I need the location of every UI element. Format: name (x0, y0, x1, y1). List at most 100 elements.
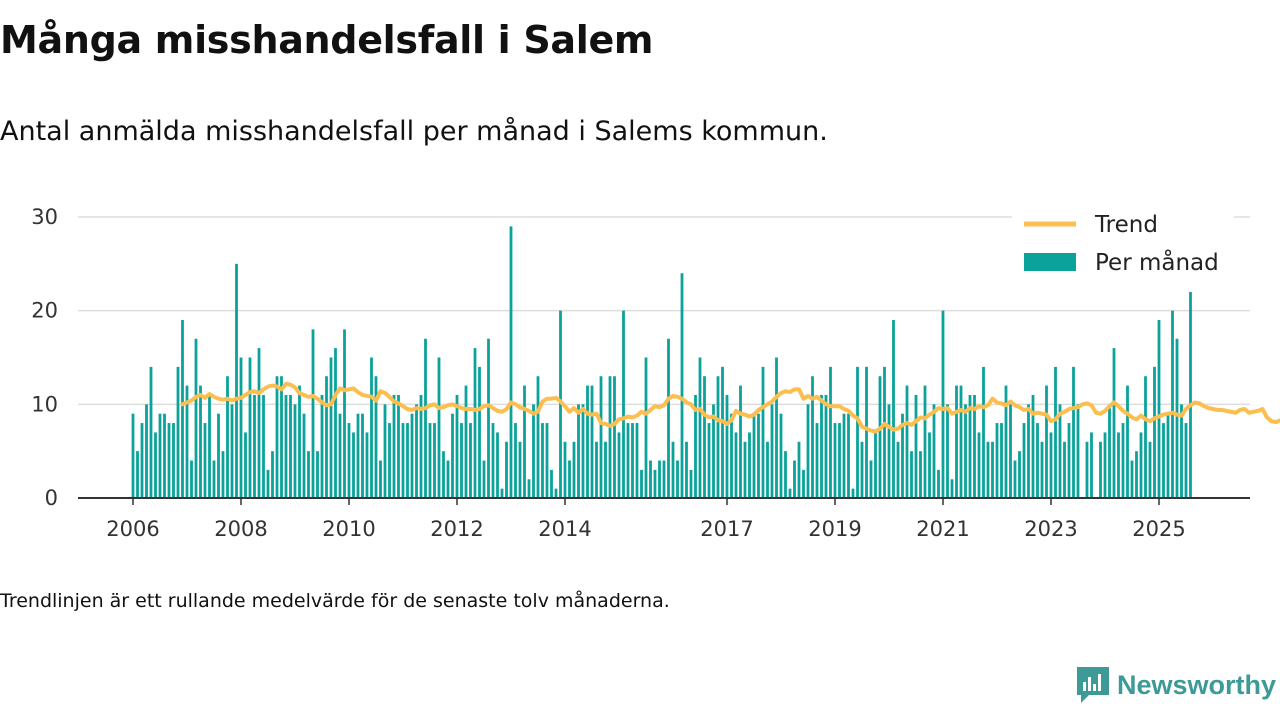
y-tick-label: 30 (31, 205, 58, 229)
bar (433, 423, 436, 498)
bar (212, 460, 216, 498)
bar (1180, 404, 1183, 498)
bar (991, 441, 994, 498)
bar (185, 385, 189, 498)
bar (370, 357, 373, 498)
bar (226, 376, 229, 498)
chart-title: Många misshandelsfall i Salem (0, 18, 654, 62)
bar (869, 460, 873, 498)
bar (428, 423, 432, 498)
bar (1099, 441, 1102, 498)
trend-line (180, 381, 1280, 434)
bar (581, 404, 585, 498)
bar (1000, 423, 1003, 498)
bar (802, 469, 805, 498)
bar (230, 404, 234, 498)
bar (271, 451, 274, 498)
bar (856, 366, 859, 498)
bar (338, 413, 342, 498)
bar (1135, 451, 1138, 498)
bar (572, 441, 576, 498)
bar (739, 385, 742, 498)
bar (973, 394, 976, 498)
bar (221, 451, 225, 498)
bar (1175, 338, 1179, 498)
bar (806, 404, 810, 498)
bar (1189, 291, 1192, 498)
bar (734, 432, 738, 498)
bar (523, 385, 526, 498)
bar (554, 488, 558, 498)
bar (770, 404, 774, 498)
bar (298, 385, 301, 498)
bar (473, 348, 477, 498)
bar (865, 366, 868, 498)
bar (964, 404, 967, 498)
x-tick-label: 2014 (538, 517, 591, 541)
bar (815, 423, 819, 498)
bar (649, 460, 652, 498)
bar (1072, 366, 1075, 498)
y-axis: 0 10 20 30 (31, 205, 58, 510)
bar (1004, 385, 1008, 498)
bar (982, 366, 985, 498)
bar (374, 376, 378, 498)
bar (631, 423, 634, 498)
bar (293, 404, 297, 498)
x-tick-label: 2008 (214, 517, 267, 541)
bar (131, 413, 135, 498)
bar (766, 441, 769, 498)
bar (914, 394, 918, 498)
bar (793, 460, 796, 498)
bar (604, 441, 607, 498)
bar (302, 413, 306, 498)
bar (1117, 432, 1120, 498)
bar (1067, 423, 1071, 498)
bar (1009, 404, 1012, 498)
bar (365, 432, 369, 498)
bar (1121, 423, 1125, 498)
bar (712, 404, 715, 498)
bar (667, 338, 670, 498)
bar (401, 423, 405, 498)
bar (1090, 432, 1093, 498)
bar (1162, 423, 1165, 498)
bar (977, 432, 981, 498)
bar (1157, 320, 1161, 498)
bar (410, 413, 414, 498)
bar (892, 320, 895, 498)
bar (955, 385, 958, 498)
bar (1184, 423, 1188, 498)
bar (320, 394, 324, 498)
bar (613, 376, 616, 498)
legend-background (1012, 206, 1234, 286)
bar (203, 423, 207, 498)
x-tick-label: 2025 (1132, 517, 1185, 541)
x-tick-label: 2019 (808, 517, 861, 541)
bar (419, 394, 423, 498)
bar (622, 310, 625, 498)
bar (352, 432, 355, 498)
bar (1027, 404, 1030, 498)
bar (176, 366, 180, 498)
bar (451, 413, 454, 498)
bar (671, 441, 675, 498)
bar (1103, 432, 1107, 498)
legend-bar-label: Per månad (1095, 248, 1219, 276)
x-tick-label: 2017 (700, 517, 753, 541)
y-tick-label: 10 (31, 392, 58, 416)
bar (1040, 441, 1044, 498)
bar (775, 357, 778, 498)
bar (280, 376, 283, 498)
bar (532, 404, 535, 498)
y-tick-label: 20 (31, 299, 58, 323)
bar (851, 488, 855, 498)
bar (1049, 432, 1053, 498)
bar (406, 423, 409, 498)
x-axis: 2006 2008 2010 2012 2014 2017 2019 2021 2023 2025 (78, 497, 1250, 541)
bar (896, 441, 900, 498)
bar (586, 385, 589, 498)
bar (158, 413, 162, 498)
bar (275, 376, 279, 498)
bar (1076, 404, 1080, 498)
